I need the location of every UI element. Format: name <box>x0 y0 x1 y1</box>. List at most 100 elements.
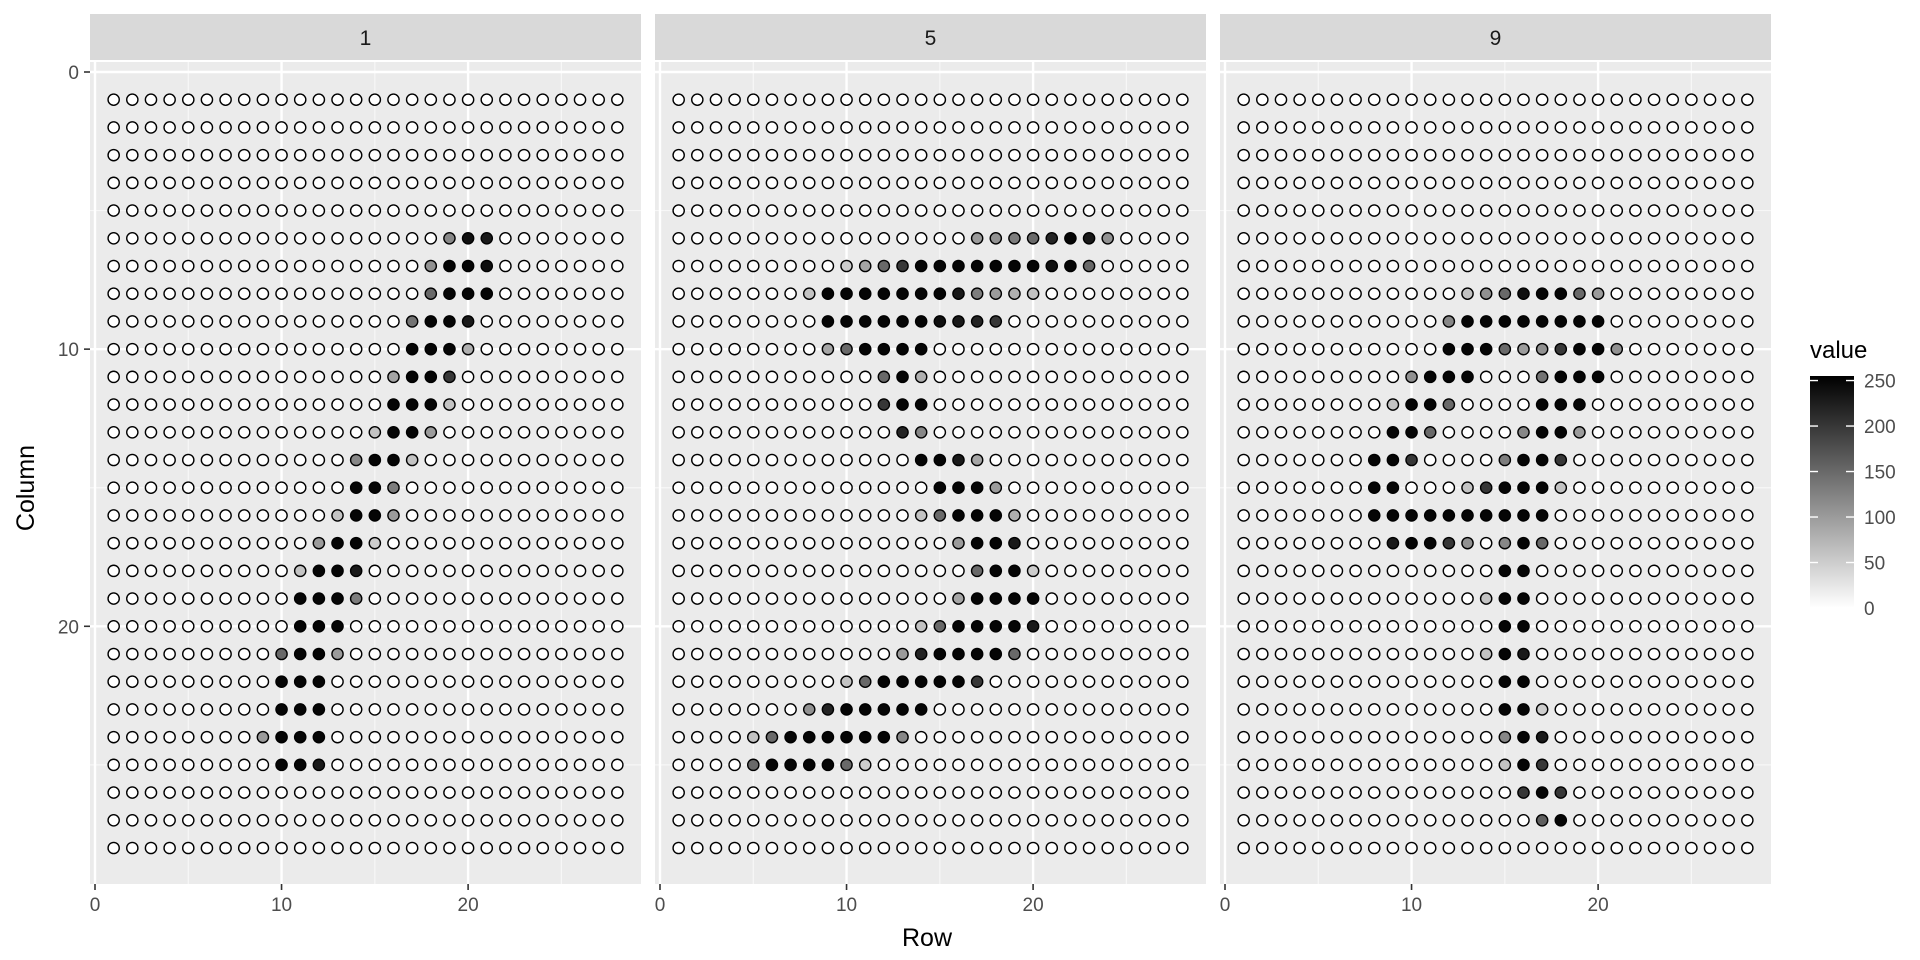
data-point <box>555 204 568 217</box>
data-point <box>461 287 475 301</box>
data-point <box>163 259 176 273</box>
data-point <box>1405 786 1418 799</box>
data-point <box>672 453 685 467</box>
data-point <box>517 758 531 772</box>
data-point <box>802 841 816 855</box>
data-point <box>480 758 494 772</box>
data-point <box>387 204 400 217</box>
data-point <box>1386 730 1400 744</box>
data-point <box>461 204 475 217</box>
data-point <box>1535 398 1549 411</box>
data-point <box>461 841 475 855</box>
data-point <box>970 453 984 467</box>
data-point <box>952 315 965 328</box>
data-point <box>970 619 984 633</box>
data-point <box>1176 564 1189 578</box>
data-point <box>1591 758 1605 772</box>
data-point <box>1647 231 1661 245</box>
data-point <box>517 592 531 605</box>
data-point <box>349 647 363 661</box>
data-point <box>1741 453 1754 467</box>
data-point <box>1293 841 1306 855</box>
data-point <box>989 93 1003 107</box>
data-point <box>1647 813 1661 827</box>
data-point <box>275 675 288 689</box>
data-point <box>293 509 307 522</box>
data-point <box>1045 841 1059 855</box>
data-point <box>1461 647 1474 661</box>
data-point <box>592 398 605 411</box>
data-point <box>914 176 928 190</box>
data-point <box>144 204 158 217</box>
data-point <box>144 758 158 772</box>
data-point <box>896 370 909 384</box>
data-point <box>144 121 158 134</box>
data-point <box>1026 509 1040 522</box>
data-point <box>200 287 214 301</box>
data-point <box>1479 481 1493 495</box>
data-point <box>405 287 419 301</box>
data-point <box>424 315 438 328</box>
data-point <box>237 93 251 107</box>
data-point <box>1045 231 1059 245</box>
data-point <box>1442 287 1456 301</box>
data-point <box>1741 592 1754 605</box>
data-point <box>691 813 704 827</box>
data-point <box>1045 758 1059 772</box>
data-point <box>1405 481 1418 495</box>
data-point <box>858 148 872 162</box>
data-point <box>691 758 704 772</box>
data-point <box>461 315 475 328</box>
data-point <box>970 481 984 495</box>
data-point <box>181 398 195 411</box>
data-point <box>424 592 438 605</box>
data-point <box>1138 619 1152 633</box>
data-point <box>480 204 494 217</box>
data-point <box>555 287 568 301</box>
x-axis-label: Row <box>902 924 953 952</box>
data-point <box>746 176 760 190</box>
data-point <box>293 647 307 661</box>
data-point <box>1330 370 1344 384</box>
data-point <box>200 647 214 661</box>
data-point <box>1479 370 1493 384</box>
data-point <box>840 231 853 245</box>
data-point <box>1554 703 1568 716</box>
data-point <box>611 647 624 661</box>
data-point <box>858 703 872 716</box>
data-point <box>1256 93 1269 107</box>
data-point <box>163 481 176 495</box>
data-point <box>672 841 685 855</box>
data-point <box>443 204 456 217</box>
data-point <box>1535 509 1549 522</box>
data-point <box>1629 453 1642 467</box>
data-point <box>126 121 139 134</box>
data-point <box>405 758 419 772</box>
data-point <box>293 315 307 328</box>
data-point <box>499 564 512 578</box>
data-point <box>746 592 760 605</box>
data-point <box>933 509 947 522</box>
data-point <box>592 786 605 799</box>
data-point <box>1367 425 1381 439</box>
data-point <box>163 730 176 744</box>
data-point <box>275 93 288 107</box>
data-point <box>555 703 568 716</box>
data-point <box>840 93 853 107</box>
data-point <box>1120 758 1133 772</box>
data-point <box>107 509 120 522</box>
data-point <box>1479 675 1493 689</box>
data-point <box>443 148 456 162</box>
data-point <box>1405 730 1418 744</box>
data-point <box>914 841 928 855</box>
data-point <box>107 370 120 384</box>
data-point <box>219 231 232 245</box>
data-point <box>200 841 214 855</box>
data-point <box>1120 730 1133 744</box>
data-point <box>163 425 176 439</box>
data-point <box>1573 564 1586 578</box>
data-point <box>1008 536 1021 550</box>
data-point <box>1349 287 1362 301</box>
data-point <box>387 425 400 439</box>
data-point <box>1008 425 1021 439</box>
